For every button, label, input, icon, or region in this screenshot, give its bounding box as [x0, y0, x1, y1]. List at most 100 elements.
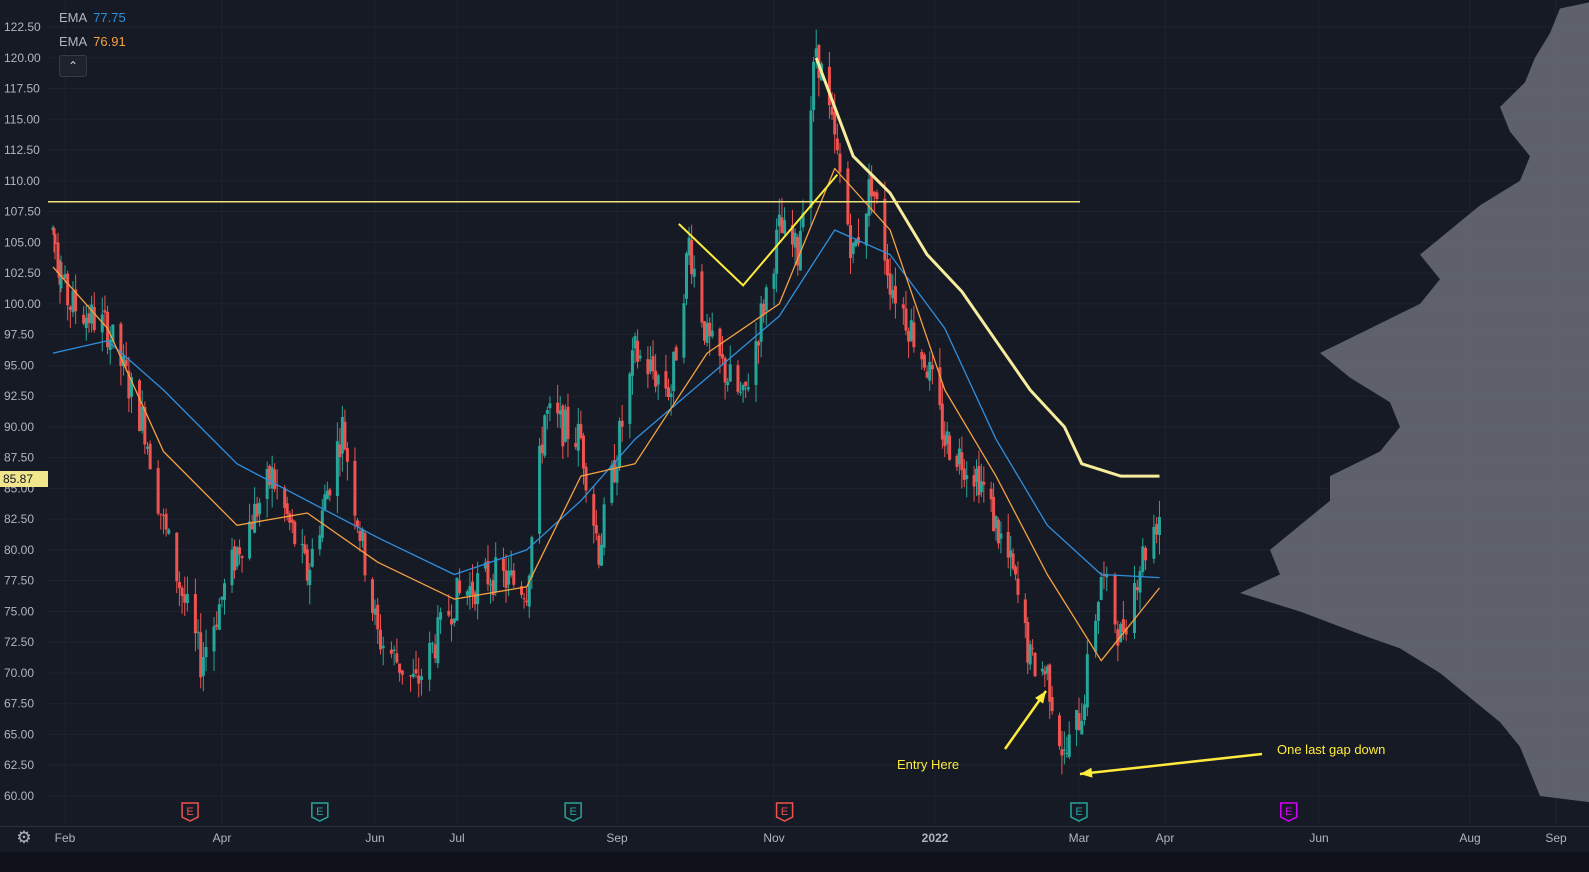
- candle-body: [265, 469, 269, 499]
- candle-body: [183, 594, 187, 603]
- collapse-legend-button[interactable]: ⌃: [59, 55, 87, 77]
- candle-body: [122, 355, 126, 367]
- candle-body: [82, 314, 86, 324]
- chevron-up-icon: ⌃: [67, 59, 79, 73]
- candle-body: [512, 570, 516, 585]
- candle-body: [739, 391, 743, 393]
- candle-body: [527, 575, 531, 607]
- candle-body: [728, 364, 732, 382]
- candle-body: [325, 490, 329, 500]
- candle-body: [904, 308, 908, 331]
- candle-body: [636, 340, 640, 362]
- candle-body: [744, 381, 748, 387]
- candle-body: [556, 402, 560, 414]
- candle-body: [545, 410, 549, 414]
- candle-body: [353, 460, 357, 516]
- time-axis[interactable]: [0, 826, 1589, 852]
- candle-body: [783, 220, 787, 234]
- candle-body: [411, 673, 415, 677]
- candle-body: [204, 647, 208, 657]
- legend-ema-2[interactable]: EMA 76.91: [59, 34, 126, 49]
- candle-body: [414, 669, 418, 674]
- candle-body: [648, 359, 652, 372]
- legend-ema-1[interactable]: EMA 77.75: [59, 10, 126, 25]
- candle-body: [1045, 666, 1049, 674]
- legend-ema-1-label: EMA: [59, 10, 88, 25]
- candle-body: [293, 521, 297, 544]
- candle-body: [633, 336, 637, 349]
- candle-body: [71, 290, 75, 313]
- candle-body: [1152, 526, 1156, 559]
- current-price-label: 85.87: [0, 471, 48, 487]
- earnings-marker-icon: [181, 802, 199, 822]
- candle-body: [233, 546, 237, 571]
- candle-body: [891, 289, 895, 299]
- candle-body: [833, 111, 837, 135]
- earnings-marker-icon: [1279, 802, 1298, 822]
- candle-body: [664, 371, 668, 389]
- candle-body: [962, 468, 966, 480]
- candle-body: [1085, 654, 1089, 708]
- candle-body: [912, 322, 916, 348]
- candle-body: [92, 306, 96, 331]
- candle-body: [53, 234, 57, 245]
- y-tick-label: 70.00: [4, 666, 34, 680]
- candle-body: [452, 618, 456, 623]
- candle-body: [335, 441, 339, 497]
- candle-body: [741, 384, 745, 391]
- candle-body: [345, 448, 349, 462]
- candle-body: [1113, 574, 1117, 625]
- candle-body: [851, 242, 855, 255]
- earnings-marker-icon: [564, 802, 582, 822]
- candle-body: [419, 676, 423, 680]
- candle-body: [893, 285, 897, 304]
- candle-body: [483, 562, 487, 569]
- candle-body: [827, 66, 831, 106]
- candle-body: [268, 466, 272, 485]
- candle-body: [74, 289, 78, 312]
- candle-body: [584, 466, 588, 491]
- candle-body: [972, 475, 976, 487]
- candle-body: [285, 503, 289, 514]
- candle-body: [417, 675, 421, 684]
- candle-body: [436, 617, 440, 664]
- x-tick-label: Sep: [1545, 831, 1567, 845]
- candle-body: [885, 259, 889, 276]
- candle-body: [996, 519, 1000, 544]
- candle-body: [193, 593, 197, 634]
- candle-body: [723, 358, 727, 383]
- candle-body: [392, 649, 396, 652]
- candle-body: [1119, 623, 1123, 643]
- candle-body: [618, 420, 622, 468]
- candle-body: [757, 341, 761, 346]
- candle-body: [646, 359, 650, 375]
- candle-body: [1043, 671, 1047, 675]
- candle-body: [543, 415, 547, 456]
- candle-body: [602, 504, 606, 548]
- candle-body: [960, 452, 964, 471]
- candle-body: [1116, 629, 1120, 646]
- candle-body: [579, 424, 583, 438]
- candle-body: [796, 237, 800, 266]
- y-tick-label: 97.50: [4, 328, 34, 342]
- candle-body: [373, 608, 377, 615]
- gear-icon[interactable]: ⚙: [16, 828, 32, 847]
- candle-body: [654, 370, 658, 387]
- candle-body: [1099, 577, 1103, 600]
- candle-body: [630, 350, 634, 376]
- candle-body: [103, 310, 107, 313]
- candle-body: [710, 330, 714, 337]
- y-tick-label: 120.00: [4, 51, 41, 65]
- candle-body: [507, 570, 511, 585]
- candle-body: [90, 304, 94, 324]
- earnings-marker-label: E: [1075, 806, 1082, 818]
- candle-body: [1135, 587, 1139, 591]
- candle-body: [814, 48, 818, 57]
- candle-body: [909, 320, 913, 341]
- candle-body: [177, 581, 181, 589]
- earnings-marker-label: E: [781, 806, 788, 818]
- candle-body: [148, 443, 152, 470]
- candle-body: [1094, 620, 1098, 652]
